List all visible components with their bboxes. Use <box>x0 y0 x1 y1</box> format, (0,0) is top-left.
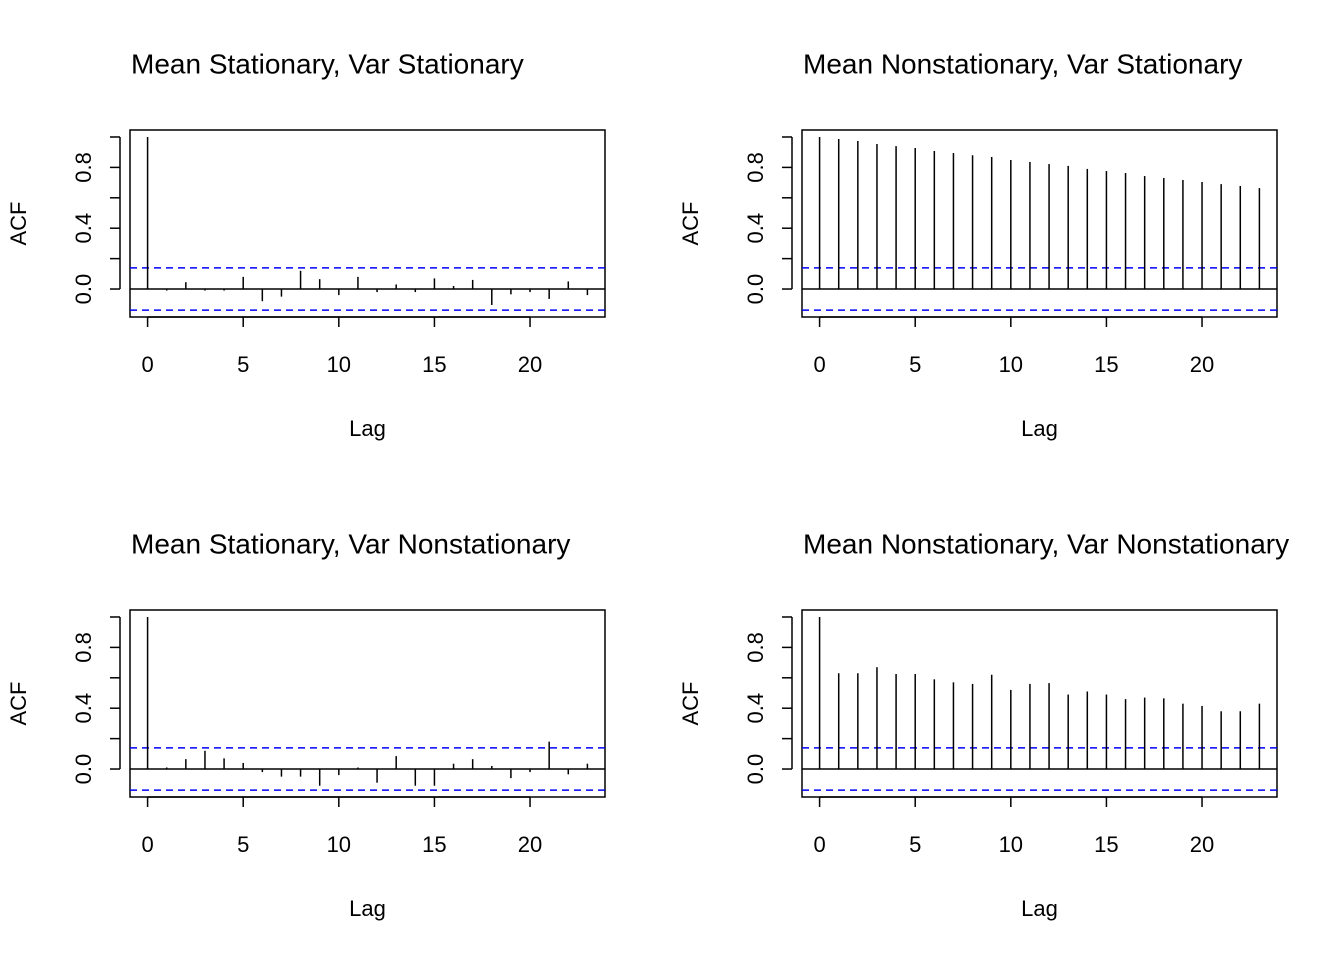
x-tick-label: 10 <box>327 352 351 377</box>
y-tick-label: 0.4 <box>71 213 96 244</box>
x-tick-label: 20 <box>518 352 542 377</box>
x-tick-label: 10 <box>999 352 1023 377</box>
x-tick-label: 5 <box>237 352 249 377</box>
x-tick-label: 0 <box>813 352 825 377</box>
y-tick-label: 0.4 <box>743 213 768 244</box>
x-tick-label: 20 <box>1190 352 1214 377</box>
x-tick-label: 0 <box>813 832 825 857</box>
x-tick-label: 10 <box>999 832 1023 857</box>
y-tick-label: 0.8 <box>743 152 768 183</box>
chart-title: Mean Stationary, Var Nonstationary <box>131 528 570 559</box>
y-tick-label: 0.4 <box>743 693 768 724</box>
y-axis-label: ACF <box>678 202 703 246</box>
chart-title: Mean Nonstationary, Var Nonstationary <box>803 528 1289 559</box>
x-tick-label: 20 <box>1190 832 1214 857</box>
y-tick-label: 0.8 <box>71 152 96 183</box>
y-tick-label: 0.0 <box>71 754 96 785</box>
x-tick-label: 5 <box>909 832 921 857</box>
x-tick-label: 5 <box>909 352 921 377</box>
x-tick-label: 5 <box>237 832 249 857</box>
x-tick-label: 20 <box>518 832 542 857</box>
y-axis-label: ACF <box>6 682 31 726</box>
y-axis-label: ACF <box>678 682 703 726</box>
x-tick-label: 15 <box>422 832 446 857</box>
x-axis-label: Lag <box>1021 416 1058 441</box>
chart-title: Mean Nonstationary, Var Stationary <box>803 48 1242 79</box>
x-axis-label: Lag <box>349 416 386 441</box>
y-tick-label: 0.4 <box>71 693 96 724</box>
y-tick-label: 0.0 <box>71 274 96 305</box>
chart-title: Mean Stationary, Var Stationary <box>131 48 524 79</box>
x-axis-label: Lag <box>349 896 386 921</box>
y-tick-label: 0.8 <box>743 632 768 663</box>
y-tick-label: 0.0 <box>743 754 768 785</box>
x-tick-label: 10 <box>327 832 351 857</box>
x-tick-label: 0 <box>141 832 153 857</box>
x-tick-label: 15 <box>422 352 446 377</box>
x-axis-label: Lag <box>1021 896 1058 921</box>
y-axis-label: ACF <box>6 202 31 246</box>
x-tick-label: 0 <box>141 352 153 377</box>
y-tick-label: 0.8 <box>71 632 96 663</box>
x-tick-label: 15 <box>1094 832 1118 857</box>
y-tick-label: 0.0 <box>743 274 768 305</box>
x-tick-label: 15 <box>1094 352 1118 377</box>
